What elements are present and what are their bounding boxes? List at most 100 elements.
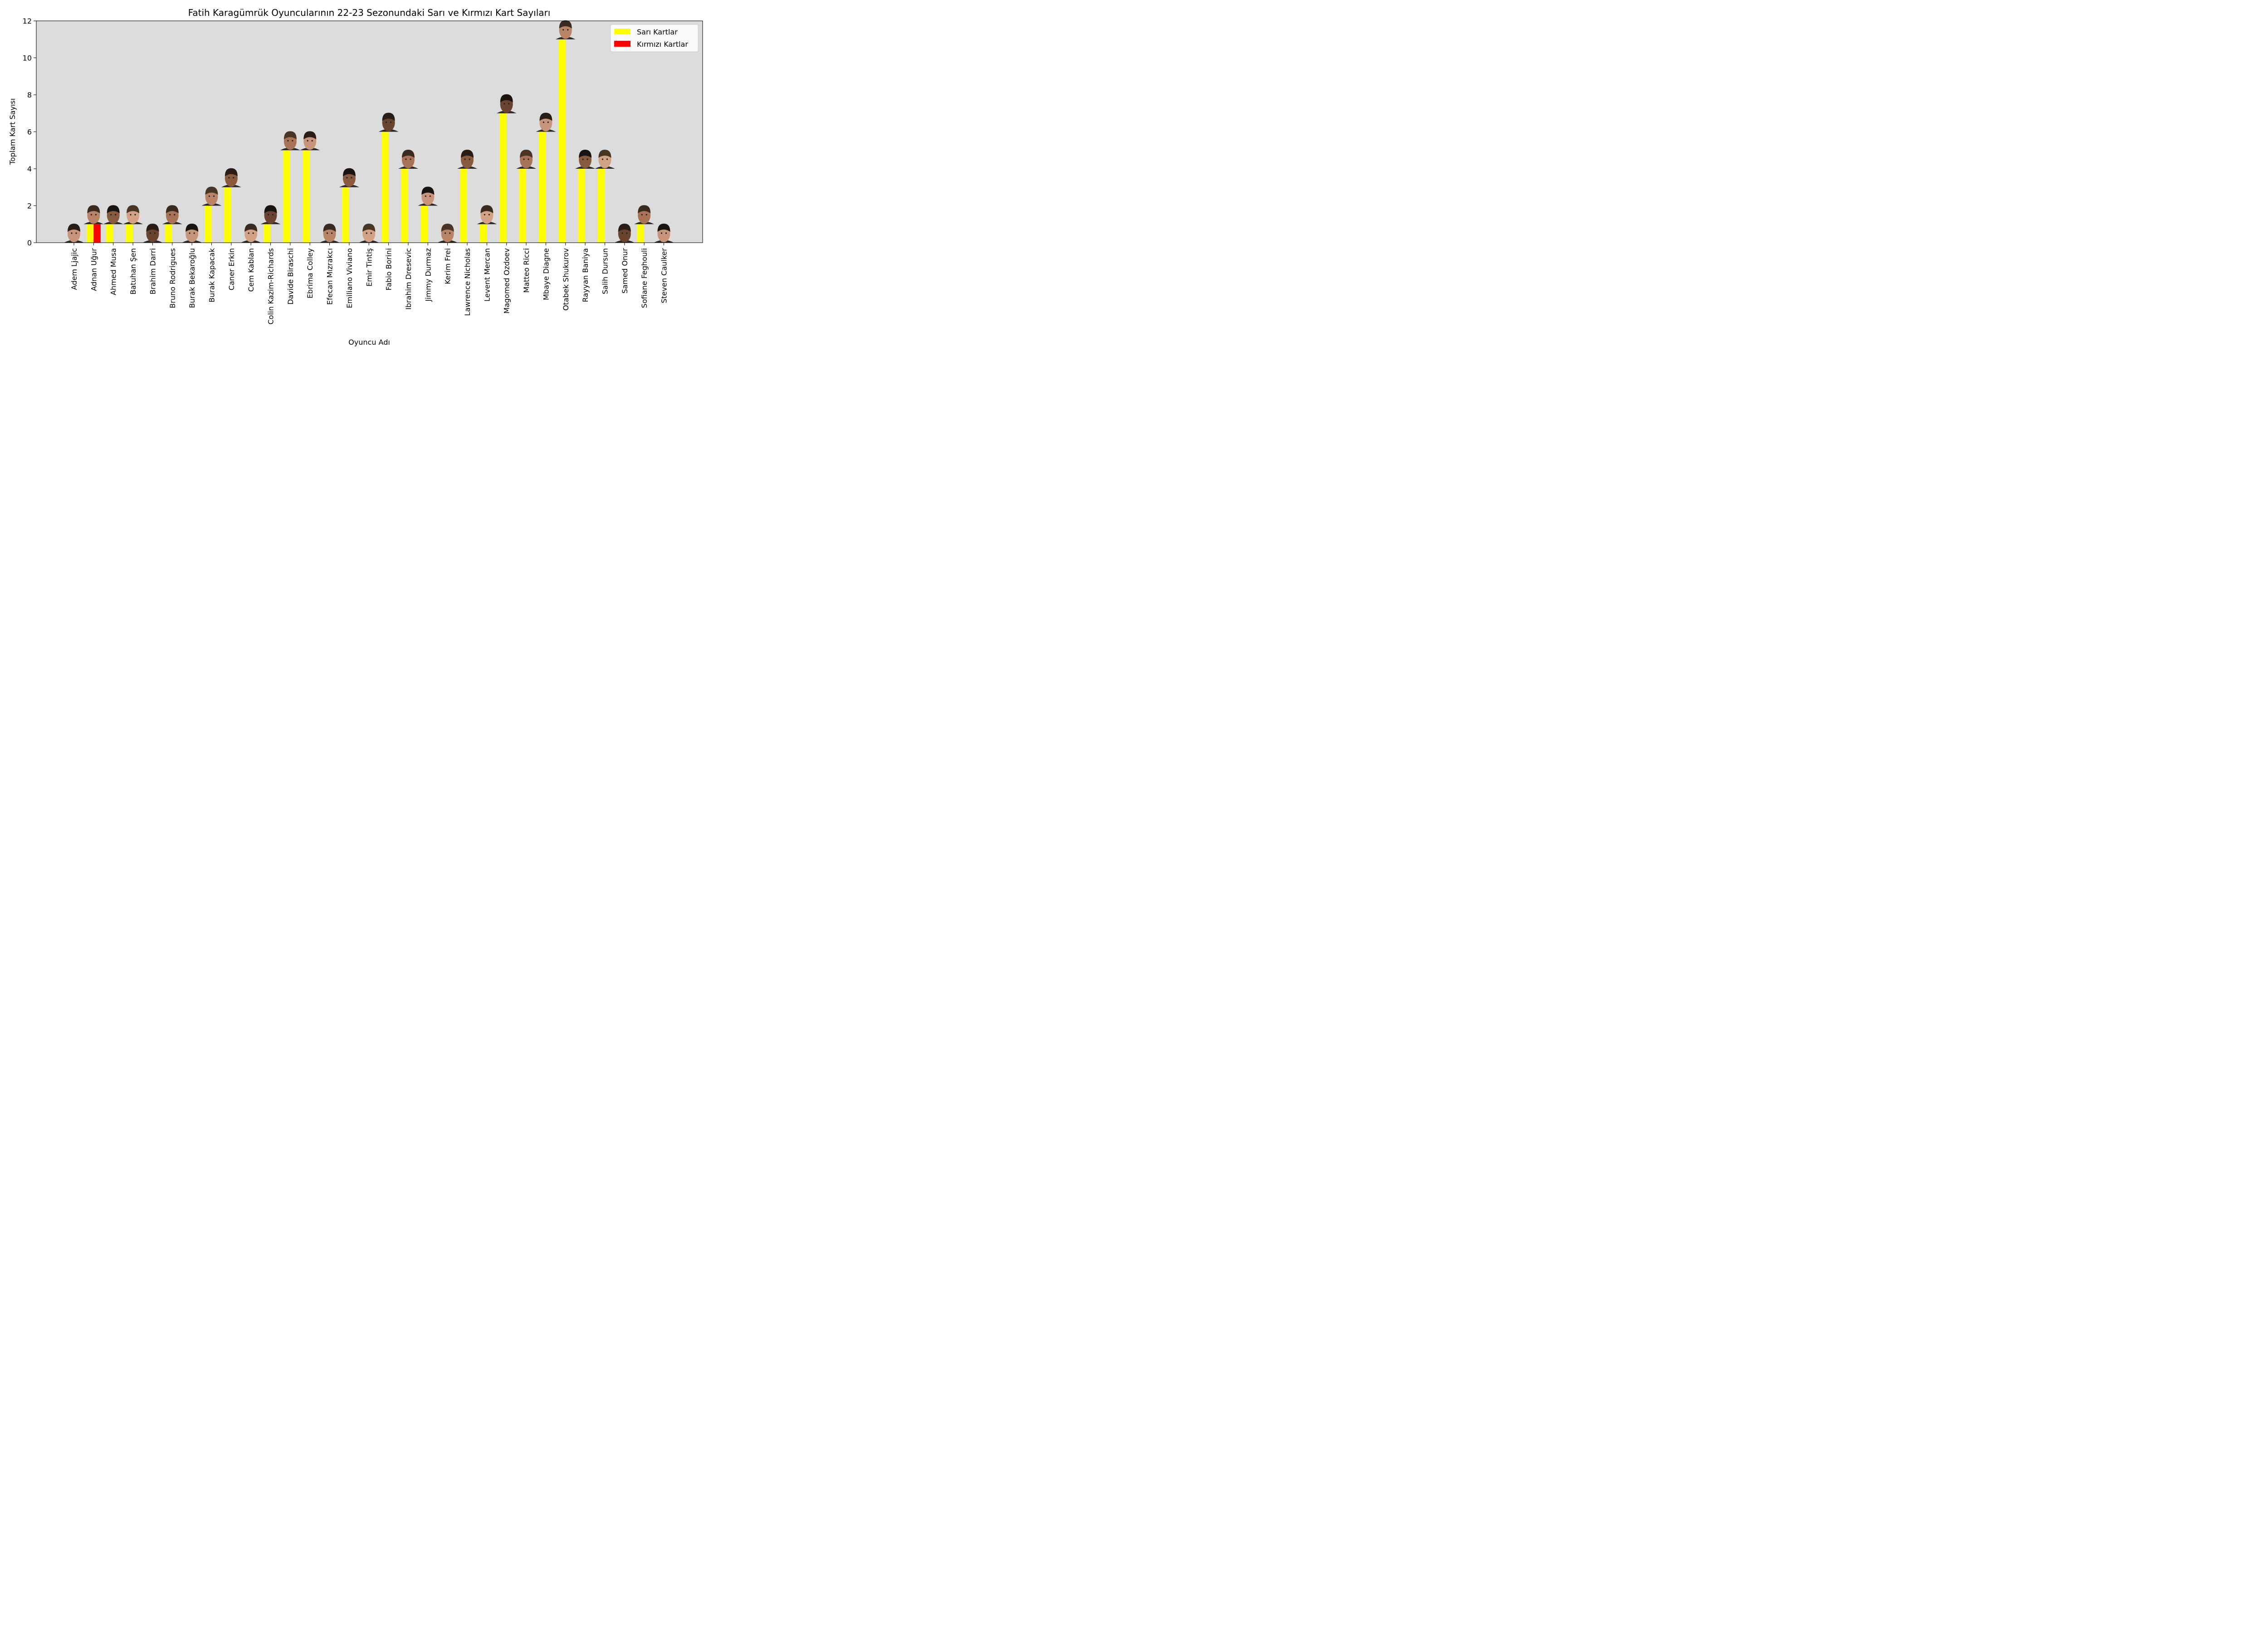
face-eye <box>193 232 195 234</box>
bar-yellow-cards <box>519 169 527 243</box>
face-eye <box>115 214 117 215</box>
y-axis-title: Toplam Kart Sayısı <box>8 98 17 166</box>
legend-swatch-yellow <box>614 29 631 34</box>
bar-yellow-cards <box>342 187 349 243</box>
player-face-icon <box>162 205 182 225</box>
face-eye <box>370 232 372 234</box>
x-tick-label: Adnan Uğur <box>89 248 98 291</box>
x-tick-label: Rayyan Baniya <box>581 248 590 302</box>
face-hair <box>264 205 277 214</box>
x-tick-label: Kerim Frei <box>444 248 452 284</box>
player-face-icon <box>142 224 163 243</box>
face-eye <box>645 214 647 215</box>
face-eye <box>547 121 549 123</box>
x-tick-label: Burak Bekaroğlu <box>188 248 196 308</box>
face-hair <box>618 224 631 232</box>
face-hair <box>205 186 218 195</box>
player-face-icon <box>634 205 655 225</box>
player-face-icon <box>103 205 123 225</box>
bar-yellow-cards <box>106 224 113 243</box>
face-eye <box>386 121 387 123</box>
face-eye <box>95 214 97 215</box>
x-tick-label: Brahim Darri <box>148 248 157 294</box>
face-hair <box>401 150 415 158</box>
x-tick-label: Bruno Rodrigues <box>168 248 177 308</box>
face-eye <box>449 232 451 234</box>
face-hair <box>441 224 454 232</box>
bar-yellow-cards <box>165 224 172 243</box>
face-eye <box>307 140 308 142</box>
player-face-icon <box>241 224 261 243</box>
y-tick-label: 0 <box>27 239 32 247</box>
face-eye <box>429 195 431 197</box>
face-eye <box>445 232 446 234</box>
face-eye <box>213 195 215 197</box>
player-face-icon <box>83 205 104 225</box>
face-eye <box>464 158 466 160</box>
y-tick-label: 8 <box>27 91 32 99</box>
face-eye <box>331 232 333 234</box>
face-hair <box>127 205 140 214</box>
player-face-icon <box>221 168 241 187</box>
player-faces-layer <box>64 20 674 243</box>
player-face-icon <box>378 112 399 132</box>
player-face-icon <box>575 150 596 169</box>
player-face-icon <box>614 224 635 243</box>
x-tick-label: Sofiane Feghouli <box>640 248 649 308</box>
player-face-icon <box>595 150 615 169</box>
bar-yellow-cards <box>283 150 290 243</box>
x-tick-label: Colin Kazim-Richards <box>267 248 275 324</box>
face-hair <box>382 112 395 121</box>
face-eye <box>562 29 564 31</box>
y-tick-label: 2 <box>27 202 32 210</box>
bar-yellow-cards <box>538 132 546 243</box>
player-face-icon <box>654 224 674 243</box>
bar-yellow-cards <box>401 169 408 243</box>
bar-yellow-cards <box>204 205 212 243</box>
face-eye <box>252 232 254 234</box>
face-hair <box>166 205 179 214</box>
face-eye <box>154 232 156 234</box>
face-hair <box>461 150 474 158</box>
bar-yellow-cards <box>479 224 487 243</box>
x-tick-label: Mbaye Diagne <box>542 248 550 300</box>
x-tick-label: Ebrima Colley <box>306 248 314 298</box>
player-face-icon <box>300 131 320 151</box>
face-hair <box>480 205 494 214</box>
plot-area <box>36 21 703 243</box>
bars-layer <box>86 39 645 243</box>
face-eye <box>287 140 289 142</box>
bar-yellow-cards <box>86 224 94 243</box>
face-eye <box>587 158 588 160</box>
face-eye <box>484 214 485 215</box>
face-hair <box>539 112 552 121</box>
face-hair <box>579 150 592 158</box>
face-eye <box>149 232 151 234</box>
x-tick-label: Davide Biraschi <box>286 248 295 305</box>
face-eye <box>626 232 628 234</box>
face-hair <box>107 205 120 214</box>
player-face-icon <box>319 224 340 243</box>
bar-yellow-cards <box>597 169 605 243</box>
face-hair <box>598 150 611 158</box>
bar-yellow-cards <box>578 169 586 243</box>
player-face-icon <box>280 131 300 151</box>
face-hair <box>87 205 100 214</box>
y-tick-label: 6 <box>27 128 32 137</box>
y-tick-label: 12 <box>23 17 32 25</box>
face-eye <box>351 177 352 179</box>
face-eye <box>292 140 293 142</box>
face-eye <box>189 232 191 234</box>
bar-yellow-cards <box>637 224 645 243</box>
bar-yellow-cards <box>264 224 271 243</box>
legend-box <box>610 24 699 52</box>
face-hair <box>284 131 297 140</box>
bar-yellow-cards <box>224 187 231 243</box>
face-eye <box>233 177 235 179</box>
face-eye <box>134 214 136 215</box>
chart-title: Fatih Karagümrük Oyuncularının 22-23 Sez… <box>188 7 551 18</box>
player-face-icon <box>516 150 537 169</box>
face-eye <box>248 232 249 234</box>
y-tick-label: 4 <box>27 165 32 173</box>
legend-label-red-cards: Kırmızı Kartlar <box>637 40 688 49</box>
